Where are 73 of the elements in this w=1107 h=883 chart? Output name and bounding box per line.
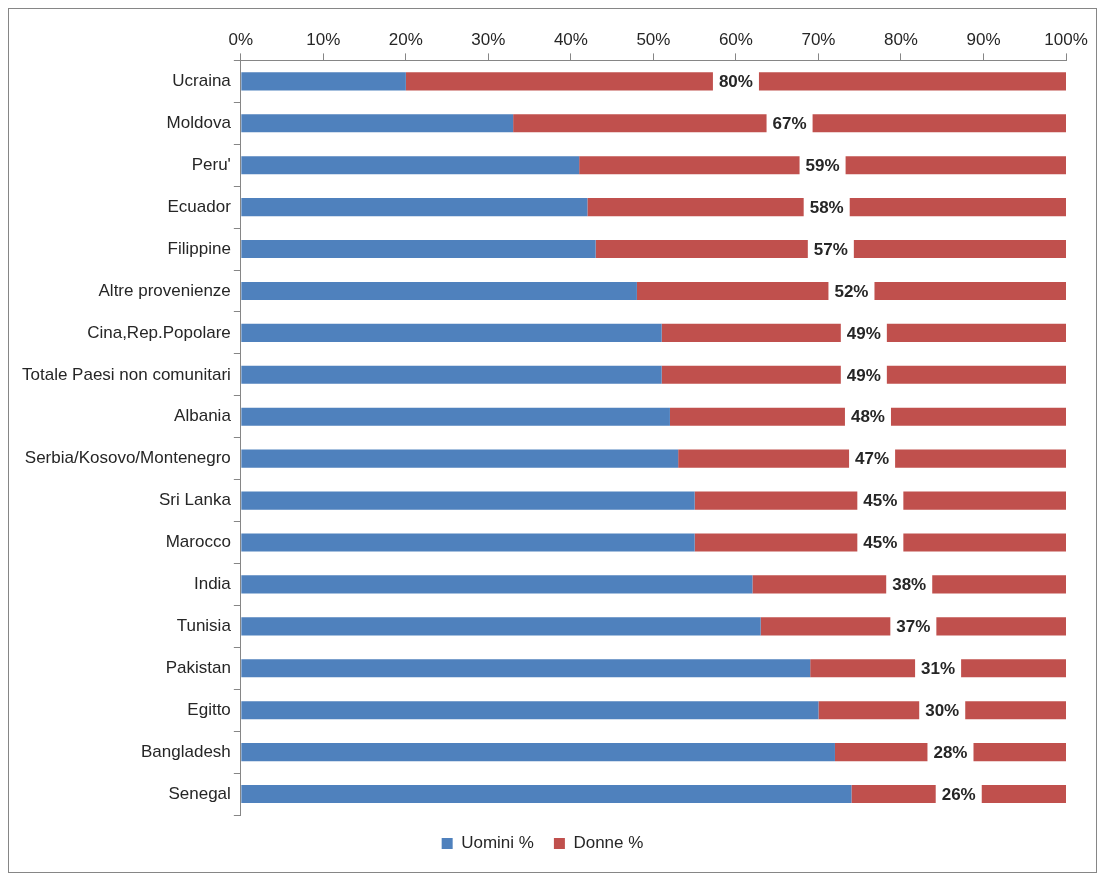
y-tick-label: Cina,Rep.Popolare [87,322,231,342]
data-label: 57% [813,239,848,259]
x-tick-label: 0% [228,29,254,49]
x-tick-label: 20% [388,29,423,49]
bar [241,407,670,426]
data-label: 30% [925,700,960,720]
x-tick-label: 80% [883,29,918,49]
bar [241,617,761,636]
x-tick-label: 50% [636,29,671,49]
y-tick-label: Moldova [166,112,232,132]
data-label: 47% [855,449,890,469]
y-tick-label: Ucraina [172,71,232,91]
y-tick-label: Albania [174,406,232,426]
data-label: 52% [834,281,869,301]
bar [241,743,835,762]
data-label: 80% [718,72,753,92]
data-label: 37% [896,617,931,637]
data-label: 48% [850,407,885,427]
data-label: 59% [805,155,840,175]
data-label: 26% [941,784,976,804]
y-tick-label: Peru' [191,154,231,174]
data-label: 49% [846,365,881,385]
bar [241,365,662,384]
bar [241,575,753,594]
bar [241,533,695,552]
y-tick-label: Bangladesh [141,741,231,761]
y-tick-label: Sri Lanka [159,490,232,510]
legend-label: Donne % [573,833,644,853]
x-tick-label: 60% [718,29,753,49]
y-tick-label: Egitto [187,699,231,719]
data-label: 67% [772,113,807,133]
y-tick-label: Serbia/Kosovo/Montenegro [24,448,231,468]
bar [587,198,1066,217]
data-label: 31% [921,658,956,678]
y-tick-label: Ecuador [167,196,232,216]
x-tick-label: 70% [801,29,836,49]
x-tick-label: 100% [1044,29,1088,49]
bar [513,114,1066,133]
bar [595,240,1066,259]
x-tick-label: 10% [306,29,341,49]
bar [241,72,406,91]
bar [241,449,679,468]
y-tick-label: Totale Paesi non comunitari [22,364,231,384]
bar [241,198,588,217]
bar [241,240,596,259]
data-label: 28% [933,742,968,762]
data-label: 49% [846,323,881,343]
y-tick-label: Tunisia [176,616,232,636]
data-label: 45% [863,533,898,553]
bar [241,784,852,804]
bar [694,533,1066,552]
bar [241,701,819,720]
y-tick-label: Senegal [168,783,231,803]
x-tick-label: 90% [966,29,1001,49]
data-label: 38% [892,575,927,595]
x-tick-label: 40% [553,29,588,49]
bar [241,281,637,301]
y-tick-label: Altre provenienze [98,280,231,300]
bar [579,156,1066,175]
data-label: 45% [863,491,898,511]
bar [241,156,580,175]
data-label: 58% [809,197,844,217]
y-tick-label: Filippine [167,238,231,258]
bar [241,491,695,510]
y-tick-label: Marocco [165,532,231,552]
legend-label: Uomini % [461,833,534,853]
y-tick-label: India [193,574,232,594]
bar [241,659,811,678]
bar [405,72,1066,91]
bar [241,114,514,133]
y-tick-label: Pakistan [165,657,231,677]
x-tick-label: 30% [471,29,506,49]
bar [241,323,662,342]
